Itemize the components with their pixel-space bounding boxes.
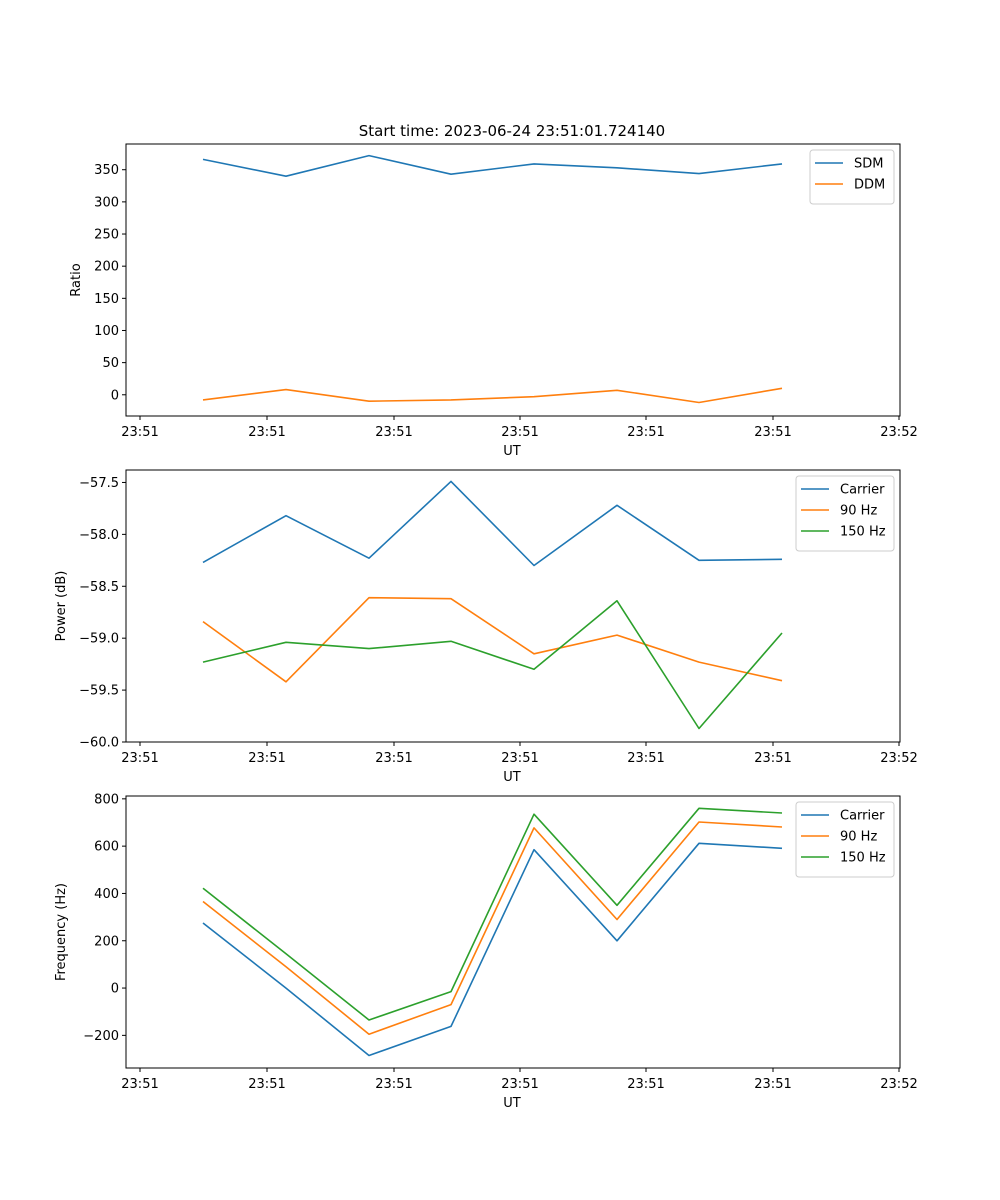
x-tick-label: 23:51 [121,1077,158,1092]
x-tick-label: 23:51 [501,751,538,766]
x-tick-label: 23:51 [375,1077,412,1092]
y-tick-label: 250 [94,228,119,243]
y-tick-label: −58.0 [79,528,119,543]
x-tick-label: 23:51 [754,1077,791,1092]
x-tick-label: 23:51 [754,751,791,766]
x-tick-label: 23:51 [627,1077,664,1092]
y-tick-label: 100 [94,324,119,339]
x-tick-label: 23:51 [754,425,791,440]
y-tick-label: 0 [111,388,119,403]
x-tick-label: 23:51 [248,425,285,440]
x-tick-label: 23:51 [248,751,285,766]
legend-label: 90 Hz [840,504,877,519]
legend-label: 90 Hz [840,830,877,845]
y-tick-label: −57.5 [79,476,119,491]
y-axis-label: Power (dB) [54,571,69,642]
x-tick-label: 23:51 [375,425,412,440]
y-tick-label: 400 [94,887,119,902]
x-tick-label: 23:51 [627,751,664,766]
legend: Carrier 90 Hz 150 Hz [795,475,895,552]
y-tick-label: 350 [94,163,119,178]
x-tick-label: 23:52 [880,751,917,766]
legend-box [795,801,895,878]
series-line-90-hz [202,596,783,683]
y-tick-label: 200 [94,934,119,949]
series-line-150-hz [202,599,783,730]
x-axis-label: UT [503,1096,521,1111]
chart-title: Start time: 2023-06-24 23:51:01.724140 [359,122,665,140]
y-tick-label: 0 [111,982,119,997]
series-line-ddm [202,387,783,404]
y-tick-label: −200 [83,1029,119,1044]
legend-label: Carrier [840,483,885,498]
y-tick-label: 800 [94,792,119,807]
series-line-90-hz [202,821,783,1035]
plot-frame [125,143,901,417]
chart-panel-3: 23:51 23:51 23:51 23:51 23:51 23:51 23:52 UT −20… [54,792,918,1111]
y-axis-label: Frequency (Hz) [54,883,69,981]
panels: 23:51 23:51 23:51 23:51 23:51 23:51 23:52 UT 0 50… [54,143,918,1111]
x-tick-label: 23:51 [121,751,158,766]
x-tick-label: 23:51 [627,425,664,440]
y-tick-label: −59.5 [79,684,119,699]
series-line-150-hz [202,807,783,1021]
x-axis-label: UT [503,444,521,459]
legend-box [795,475,895,552]
series-line-sdm [202,154,783,177]
y-tick-label: −58.5 [79,580,119,595]
x-tick-label: 23:51 [375,751,412,766]
plot-frame [125,469,901,743]
series-line-carrier [202,480,783,567]
x-tick-label: 23:51 [501,1077,538,1092]
y-tick-label: 600 [94,840,119,855]
y-tick-label: 150 [94,292,119,307]
legend-label: Carrier [840,809,885,824]
legend-label: DDM [854,178,885,193]
y-tick-label: −60.0 [79,736,119,751]
legend: SDM DDM [809,149,895,205]
legend-label: 150 Hz [840,851,886,866]
plot-frame [125,795,901,1069]
chart-panel-1: 23:51 23:51 23:51 23:51 23:51 23:51 23:52 UT 0 50… [69,143,918,459]
x-tick-label: 23:51 [248,1077,285,1092]
x-tick-label: 23:52 [880,1077,917,1092]
legend-label: 150 Hz [840,525,886,540]
y-axis-label: Ratio [69,263,84,296]
x-axis-label: UT [503,770,521,785]
legend-label: SDM [854,157,883,172]
y-tick-label: 50 [102,356,119,371]
x-tick-label: 23:52 [880,425,917,440]
x-tick-label: 23:51 [501,425,538,440]
legend: Carrier 90 Hz 150 Hz [795,801,895,878]
x-tick-label: 23:51 [121,425,158,440]
y-tick-label: 200 [94,260,119,275]
y-tick-label: −59.0 [79,632,119,647]
y-tick-label: 300 [94,195,119,210]
chart-panel-2: 23:51 23:51 23:51 23:51 23:51 23:51 23:52 UT −60… [54,469,918,785]
series-line-carrier [202,842,783,1057]
